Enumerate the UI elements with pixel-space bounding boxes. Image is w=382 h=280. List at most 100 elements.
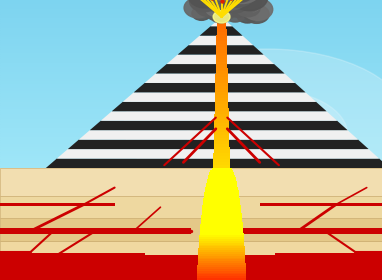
- Bar: [201, 220, 242, 222]
- Bar: [0, 201, 382, 203]
- Bar: [0, 121, 382, 124]
- Bar: [0, 194, 382, 196]
- Circle shape: [202, 0, 237, 3]
- Circle shape: [188, 0, 221, 8]
- Bar: [0, 240, 382, 243]
- Circle shape: [225, 4, 242, 16]
- Bar: [197, 269, 246, 271]
- Bar: [0, 191, 382, 194]
- Bar: [0, 166, 382, 168]
- Bar: [201, 215, 242, 216]
- Bar: [198, 254, 245, 256]
- Bar: [0, 161, 382, 163]
- Bar: [0, 135, 382, 138]
- Bar: [0, 131, 382, 133]
- Bar: [0, 51, 382, 54]
- Bar: [0, 245, 382, 247]
- Bar: [0, 168, 382, 280]
- Bar: [201, 224, 243, 226]
- Polygon shape: [189, 36, 253, 45]
- Circle shape: [217, 0, 251, 13]
- Bar: [205, 188, 238, 190]
- Circle shape: [219, 0, 255, 7]
- Bar: [213, 165, 230, 168]
- Bar: [201, 218, 242, 220]
- Bar: [202, 209, 241, 211]
- Bar: [0, 154, 382, 156]
- Bar: [198, 258, 245, 260]
- Bar: [0, 231, 382, 233]
- Circle shape: [222, 0, 241, 13]
- Bar: [203, 202, 240, 204]
- Bar: [214, 132, 229, 135]
- Bar: [199, 233, 244, 235]
- Bar: [0, 189, 382, 191]
- Bar: [0, 77, 382, 79]
- Bar: [0, 250, 382, 252]
- Circle shape: [213, 11, 230, 23]
- Bar: [0, 0, 382, 2]
- Bar: [217, 32, 227, 35]
- Bar: [0, 180, 382, 182]
- Bar: [215, 68, 228, 71]
- Bar: [204, 196, 240, 198]
- Bar: [217, 26, 227, 29]
- Bar: [215, 86, 228, 89]
- Bar: [215, 80, 228, 83]
- Bar: [0, 241, 382, 260]
- Bar: [0, 203, 382, 205]
- Bar: [0, 260, 382, 280]
- Circle shape: [210, 7, 231, 23]
- Bar: [0, 264, 382, 266]
- Bar: [217, 23, 227, 26]
- Bar: [207, 181, 236, 183]
- Bar: [0, 79, 382, 82]
- Bar: [0, 35, 382, 37]
- Circle shape: [224, 0, 261, 4]
- Bar: [0, 159, 382, 161]
- Bar: [0, 152, 382, 154]
- Polygon shape: [79, 130, 358, 140]
- Bar: [215, 89, 228, 92]
- Bar: [202, 213, 241, 215]
- Bar: [199, 248, 244, 250]
- Bar: [214, 135, 229, 138]
- Bar: [200, 232, 243, 233]
- Bar: [215, 83, 228, 86]
- Circle shape: [226, 0, 249, 17]
- Bar: [204, 198, 240, 200]
- Bar: [197, 278, 246, 280]
- Bar: [0, 128, 382, 131]
- Bar: [0, 226, 382, 229]
- Bar: [0, 210, 382, 212]
- Bar: [241, 228, 382, 234]
- Bar: [0, 147, 382, 149]
- Bar: [0, 86, 382, 89]
- Bar: [0, 58, 382, 61]
- Bar: [0, 257, 382, 259]
- Bar: [0, 212, 382, 215]
- Bar: [0, 266, 382, 268]
- Bar: [0, 140, 382, 142]
- Bar: [0, 124, 382, 126]
- Bar: [207, 179, 236, 181]
- Bar: [215, 108, 228, 111]
- Bar: [197, 261, 246, 263]
- Bar: [0, 259, 382, 261]
- Circle shape: [206, 5, 227, 20]
- Circle shape: [225, 6, 246, 22]
- Bar: [0, 82, 382, 84]
- Circle shape: [204, 0, 235, 17]
- Bar: [206, 183, 237, 185]
- Bar: [0, 196, 382, 198]
- Bar: [0, 105, 382, 107]
- Bar: [213, 162, 230, 165]
- Bar: [0, 243, 382, 245]
- Circle shape: [194, 0, 234, 3]
- Bar: [0, 229, 382, 231]
- Bar: [0, 215, 382, 217]
- Bar: [197, 274, 246, 276]
- Bar: [199, 241, 244, 243]
- Bar: [0, 184, 382, 187]
- Bar: [202, 205, 241, 207]
